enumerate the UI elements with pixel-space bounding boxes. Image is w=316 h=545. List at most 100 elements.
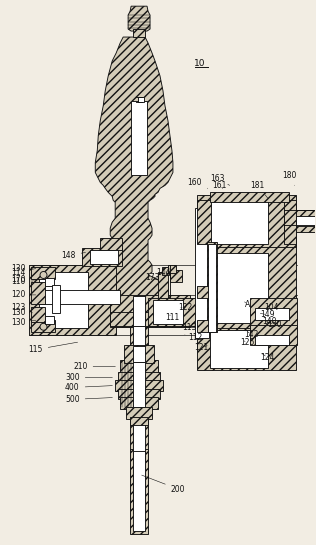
- Polygon shape: [128, 6, 150, 31]
- Bar: [210, 330, 268, 367]
- Text: 144: 144: [156, 268, 170, 276]
- Text: A: A: [245, 300, 250, 310]
- Bar: [133, 313, 145, 325]
- Bar: [115, 379, 163, 391]
- Text: 161: 161: [213, 181, 227, 190]
- Bar: [210, 253, 268, 323]
- Bar: [162, 267, 169, 275]
- Bar: [148, 298, 198, 326]
- Text: 124: 124: [260, 353, 275, 362]
- Text: 130: 130: [11, 308, 33, 317]
- Bar: [158, 272, 168, 298]
- Bar: [255, 335, 289, 344]
- Bar: [133, 29, 145, 37]
- Text: 149: 149: [260, 310, 275, 319]
- Circle shape: [40, 271, 47, 278]
- Bar: [195, 208, 209, 338]
- Text: 140: 140: [262, 317, 277, 326]
- Bar: [120, 360, 158, 374]
- Bar: [100, 238, 122, 250]
- Text: 210: 210: [73, 362, 115, 371]
- Text: 142: 142: [244, 330, 259, 339]
- Bar: [45, 316, 54, 324]
- Bar: [45, 278, 54, 286]
- Bar: [133, 346, 145, 361]
- Text: 113: 113: [183, 323, 197, 332]
- Bar: [130, 322, 148, 516]
- Bar: [39, 290, 120, 304]
- Bar: [82, 248, 122, 266]
- Text: 122: 122: [178, 304, 192, 312]
- Bar: [28, 265, 116, 335]
- Text: 181: 181: [251, 181, 268, 198]
- Bar: [31, 320, 55, 332]
- Text: 110: 110: [11, 277, 33, 287]
- Text: 180: 180: [282, 171, 297, 185]
- Circle shape: [40, 323, 47, 330]
- Bar: [31, 307, 45, 322]
- Text: 115: 115: [28, 342, 78, 354]
- Bar: [197, 286, 211, 298]
- Bar: [133, 361, 145, 408]
- Text: 300: 300: [65, 373, 112, 382]
- Bar: [250, 325, 297, 344]
- Bar: [118, 372, 160, 382]
- Bar: [170, 270, 182, 282]
- Bar: [31, 282, 45, 304]
- Text: 120: 120: [11, 290, 36, 299]
- Bar: [210, 192, 289, 202]
- Bar: [197, 320, 211, 332]
- Bar: [52, 285, 60, 313]
- Text: 170: 170: [11, 275, 36, 284]
- Text: 148: 148: [61, 251, 86, 259]
- Bar: [133, 296, 145, 326]
- Text: 130: 130: [11, 318, 36, 328]
- Bar: [118, 390, 160, 399]
- Bar: [197, 245, 296, 330]
- Polygon shape: [95, 37, 173, 322]
- Bar: [296, 216, 316, 226]
- Bar: [284, 210, 316, 232]
- Bar: [110, 312, 170, 326]
- Bar: [250, 298, 297, 328]
- Bar: [131, 101, 147, 175]
- Text: 112: 112: [185, 333, 202, 342]
- Bar: [126, 408, 152, 419]
- Text: 123: 123: [11, 304, 36, 312]
- Bar: [138, 97, 144, 102]
- Bar: [133, 322, 145, 513]
- Bar: [197, 195, 296, 247]
- Text: 121: 121: [195, 343, 209, 352]
- Text: 200: 200: [142, 475, 185, 494]
- Text: 160: 160: [188, 178, 208, 189]
- Text: 173: 173: [145, 274, 159, 282]
- Bar: [120, 397, 158, 409]
- Bar: [210, 201, 268, 244]
- Bar: [110, 295, 190, 327]
- Bar: [31, 267, 55, 279]
- Bar: [133, 451, 145, 531]
- Text: 400: 400: [65, 383, 112, 392]
- Text: 500: 500: [65, 395, 112, 404]
- Text: 130: 130: [11, 264, 33, 272]
- Bar: [197, 328, 296, 370]
- Text: 10: 10: [194, 59, 206, 69]
- Bar: [208, 244, 216, 332]
- Bar: [284, 201, 296, 244]
- Bar: [124, 344, 154, 362]
- Text: 150: 150: [267, 320, 282, 329]
- Bar: [197, 201, 211, 244]
- Bar: [130, 449, 148, 534]
- Bar: [168, 265, 176, 273]
- Text: 125: 125: [240, 338, 255, 347]
- Bar: [39, 272, 88, 328]
- Text: 114: 114: [11, 268, 36, 276]
- Text: 163: 163: [210, 174, 230, 185]
- Text: 111: 111: [165, 313, 179, 322]
- Text: 104: 104: [264, 304, 279, 312]
- Bar: [90, 250, 118, 264]
- Bar: [153, 300, 183, 324]
- Bar: [130, 417, 148, 425]
- Bar: [255, 308, 289, 320]
- Bar: [207, 242, 217, 332]
